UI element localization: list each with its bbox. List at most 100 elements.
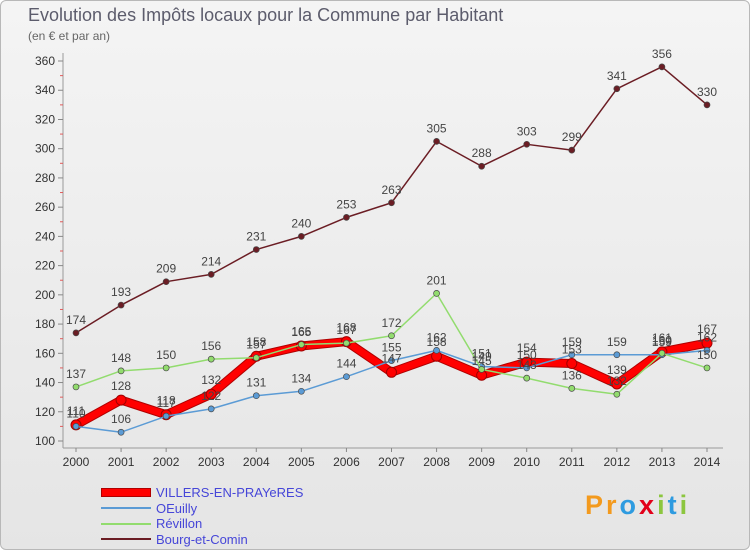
data-label: 299 xyxy=(562,130,582,144)
x-tick-label: 2014 xyxy=(694,455,721,469)
data-point xyxy=(72,423,80,430)
proxiti-logo: Proxiti xyxy=(585,490,690,521)
data-label: 155 xyxy=(381,341,401,355)
legend-swatch-villers xyxy=(101,488,151,498)
data-label: 122 xyxy=(201,389,221,403)
data-label: 111 xyxy=(67,404,86,418)
x-tick-label: 2013 xyxy=(649,455,676,469)
data-point xyxy=(386,366,397,378)
data-label: 132 xyxy=(201,373,221,387)
data-point xyxy=(566,358,578,370)
data-label: 153 xyxy=(562,343,582,357)
data-point xyxy=(207,355,215,363)
data-label: 201 xyxy=(427,273,447,287)
data-point xyxy=(298,341,305,348)
data-point xyxy=(343,214,350,221)
data-point xyxy=(207,405,215,413)
y-tick-label: 220 xyxy=(35,259,55,273)
data-point xyxy=(162,412,170,420)
data-label: 165 xyxy=(291,325,311,339)
x-tick-label: 2000 xyxy=(63,455,90,469)
data-label: 139 xyxy=(607,363,627,377)
data-label: 168 xyxy=(336,321,356,335)
legend-label-oeuilly: OEuilly xyxy=(156,500,198,516)
y-tick-label: 260 xyxy=(35,200,55,214)
data-label: 158 xyxy=(246,335,266,349)
data-label: 157 xyxy=(246,338,266,352)
data-point xyxy=(523,374,531,382)
data-point xyxy=(478,366,485,373)
y-tick-label: 120 xyxy=(35,405,55,419)
data-point xyxy=(478,162,485,170)
data-point xyxy=(613,85,621,93)
data-label: 110 xyxy=(66,406,85,420)
data-label: 151 xyxy=(472,346,492,360)
data-point xyxy=(162,278,170,286)
legend-label-bourg: Bourg-et-Comin xyxy=(156,531,248,547)
data-label: 154 xyxy=(517,341,537,355)
data-point xyxy=(117,428,125,436)
legend-swatch-revillon xyxy=(101,522,151,525)
legend-swatch-bourg xyxy=(101,538,151,541)
data-label: 167 xyxy=(697,322,717,336)
y-tick-label: 340 xyxy=(35,83,55,97)
data-label: 159 xyxy=(562,335,582,349)
y-tick-label: 140 xyxy=(35,376,55,390)
data-point xyxy=(433,290,440,297)
y-tick-label: 300 xyxy=(35,142,55,156)
data-point xyxy=(611,378,623,390)
data-point xyxy=(343,339,350,347)
data-label: 150 xyxy=(697,348,717,362)
x-tick-label: 2010 xyxy=(513,455,540,469)
data-point xyxy=(388,357,395,364)
data-point xyxy=(568,385,576,392)
data-point xyxy=(117,301,125,309)
logo-letter: P xyxy=(585,490,607,520)
data-label: 303 xyxy=(517,124,537,138)
data-point xyxy=(523,364,531,372)
data-point xyxy=(433,138,440,145)
x-tick-label: 2011 xyxy=(559,455,585,469)
data-label: 162 xyxy=(427,330,447,344)
legend-item-oeuilly: OEuilly xyxy=(101,501,303,517)
data-point xyxy=(252,392,260,400)
data-point xyxy=(117,367,125,375)
data-point xyxy=(252,354,260,362)
data-label: 118 xyxy=(157,394,176,408)
data-point xyxy=(298,233,305,240)
data-point xyxy=(162,364,170,372)
data-label: 253 xyxy=(336,197,356,211)
x-tick-label: 2008 xyxy=(423,455,450,469)
y-tick-label: 320 xyxy=(35,112,55,126)
legend: VILLERS-EN-PRAYeRES OEuilly Révillon Bou… xyxy=(101,485,303,547)
data-label: 144 xyxy=(336,357,356,371)
data-label: 356 xyxy=(652,47,672,61)
data-label: 156 xyxy=(201,339,221,353)
y-tick-label: 240 xyxy=(35,229,55,243)
data-label: 143 xyxy=(517,358,537,372)
data-label: 117 xyxy=(157,396,176,410)
data-label: 166 xyxy=(291,325,311,339)
data-label: 150 xyxy=(517,348,537,362)
axes: 100 120 140 160 180 200 220 240 260 280 300 320 340 3… xyxy=(35,53,723,469)
y-tick-label: 100 xyxy=(35,434,55,448)
data-point xyxy=(433,347,440,354)
x-tick-label: 2007 xyxy=(378,455,405,469)
data-label: 161 xyxy=(652,331,672,345)
logo-letter: x xyxy=(639,490,658,520)
data-label: 288 xyxy=(472,146,492,160)
data-point xyxy=(568,146,576,154)
chart-subtitle: (en € et par an) xyxy=(28,29,111,43)
data-label: 145 xyxy=(472,354,492,368)
logo-letter: o xyxy=(619,490,640,520)
data-label: 159 xyxy=(607,335,627,349)
legend-item-revillon: Révillon xyxy=(101,516,303,532)
legend-swatch-oeuilly xyxy=(101,507,151,510)
x-tick-label: 2004 xyxy=(243,455,270,469)
data-point xyxy=(658,63,666,71)
data-label: 240 xyxy=(291,216,311,230)
data-point xyxy=(72,383,80,391)
logo-letter: i xyxy=(679,490,691,520)
legend-label-villers: VILLERS-EN-PRAYeRES xyxy=(156,485,304,501)
data-point xyxy=(523,140,531,148)
